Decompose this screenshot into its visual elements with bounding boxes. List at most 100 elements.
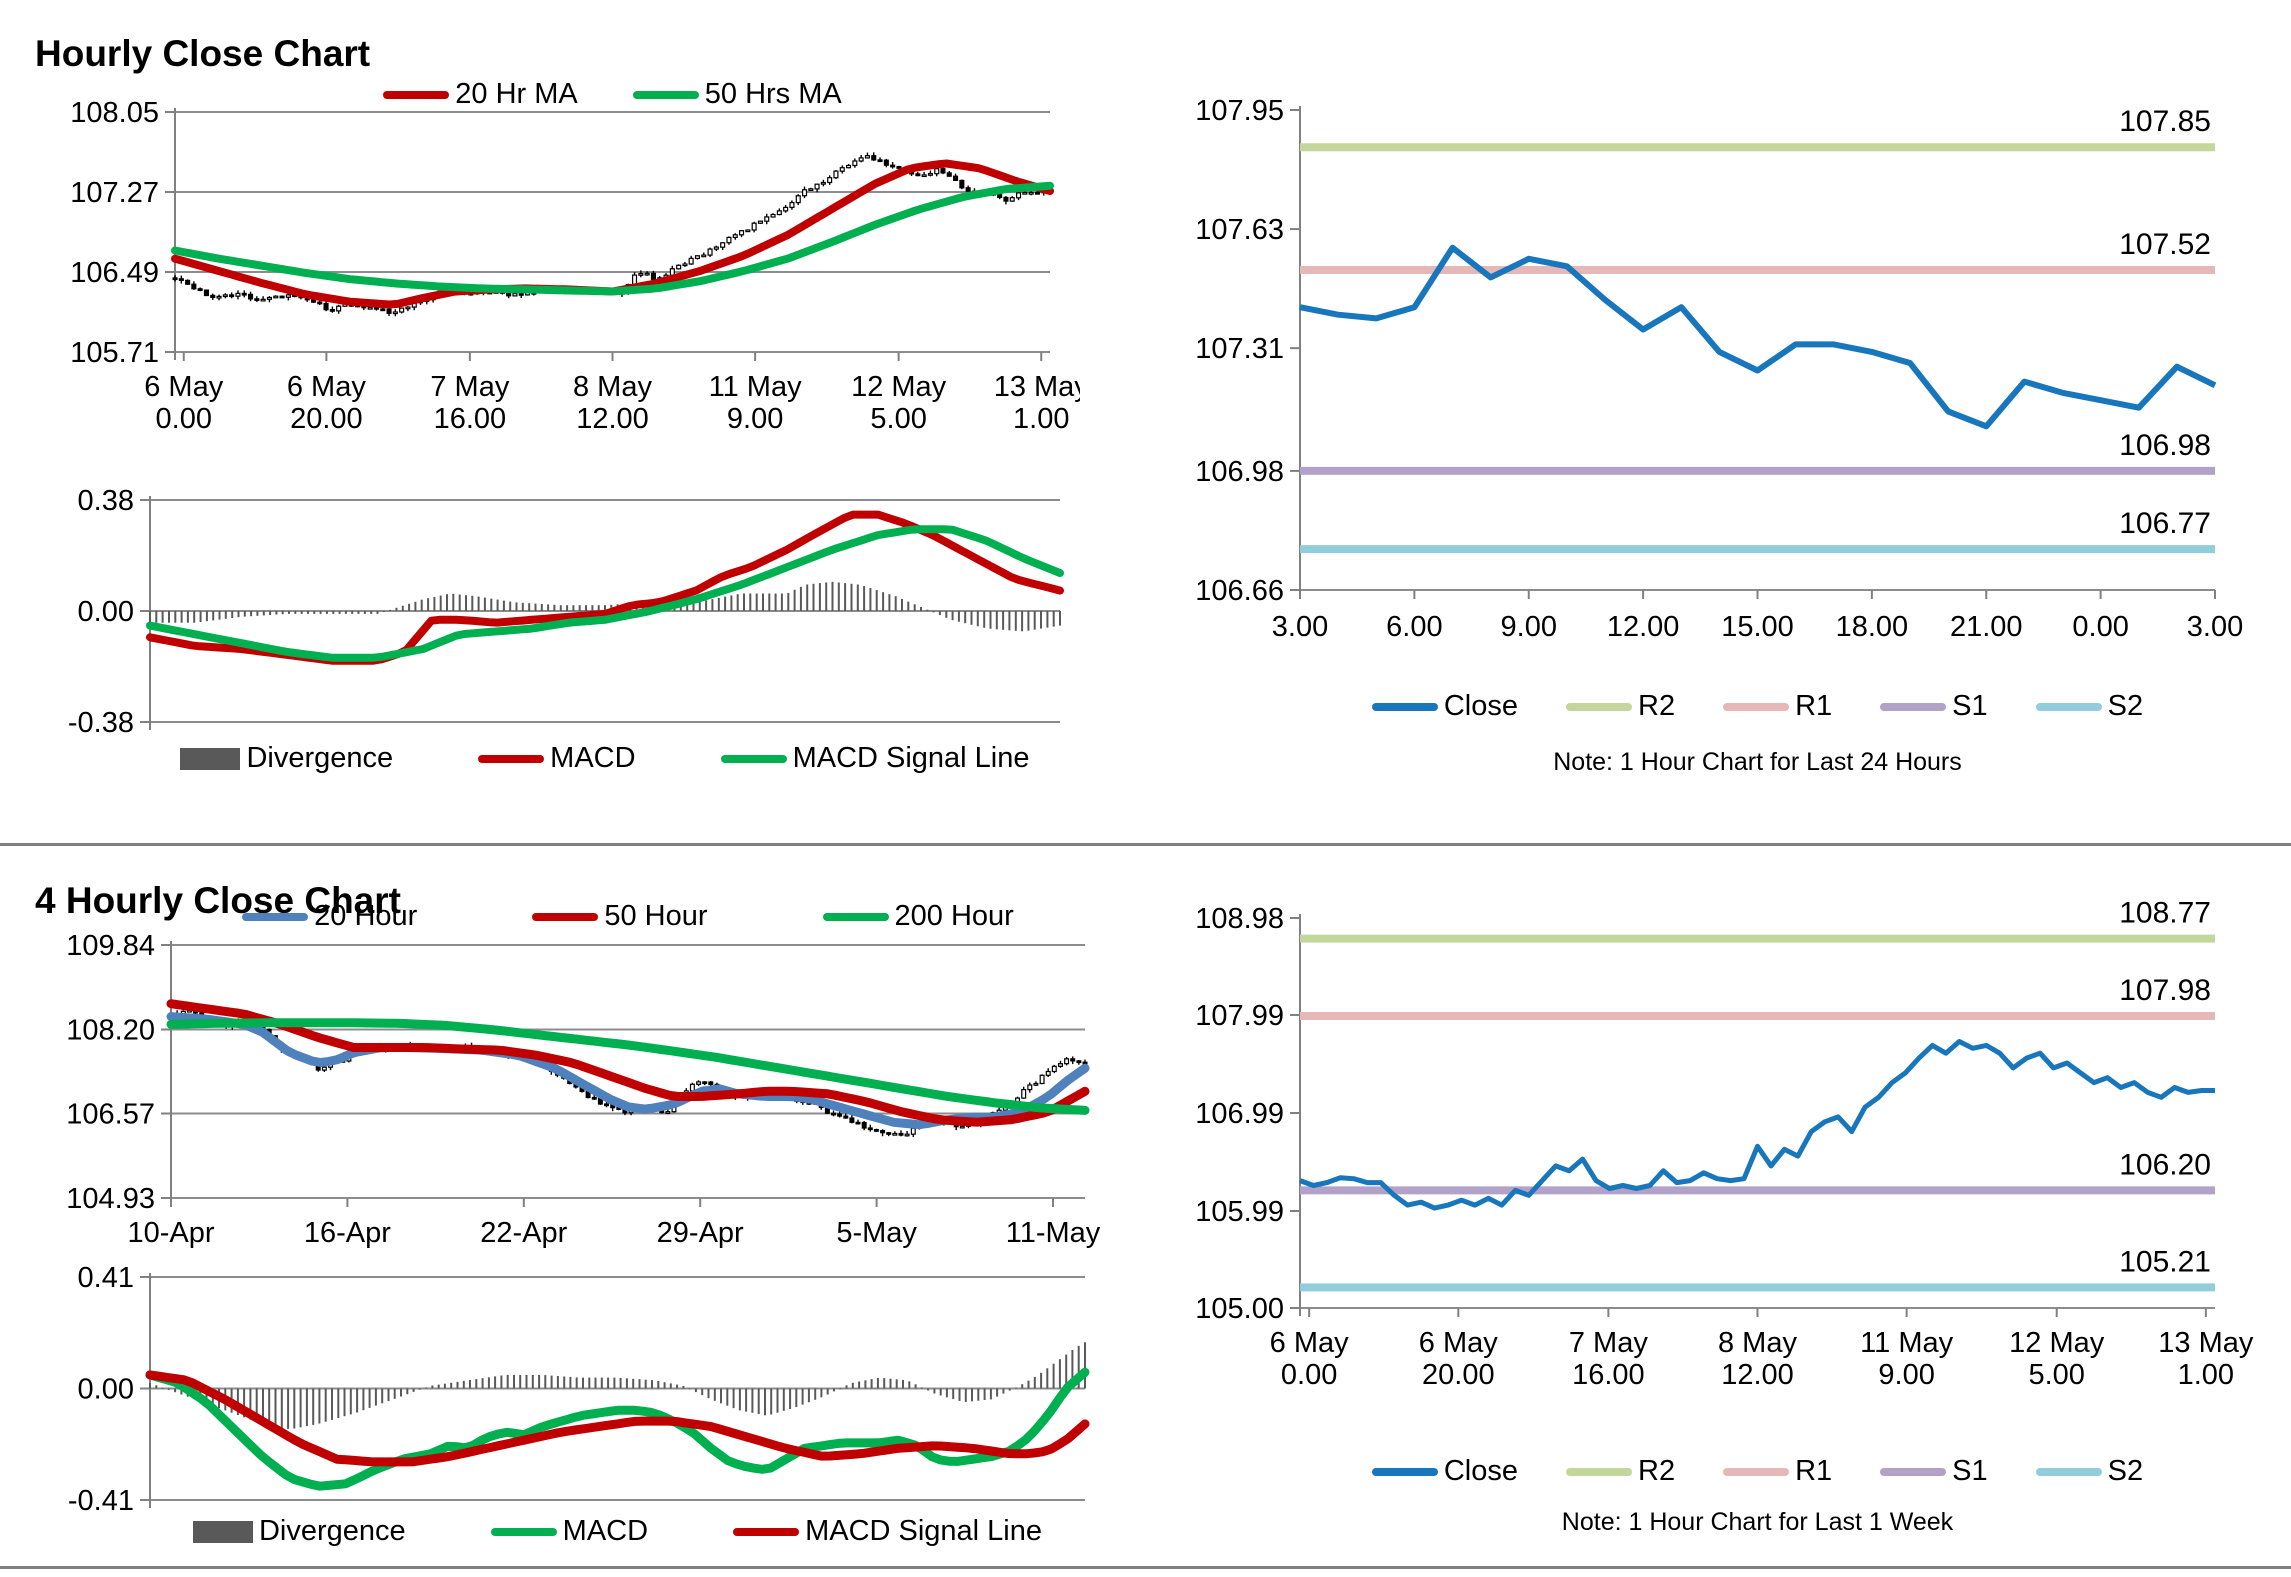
svg-text:11 May: 11 May [709, 371, 802, 403]
svg-text:-0.41: -0.41 [68, 1485, 134, 1512]
svg-text:106.49: 106.49 [70, 257, 159, 289]
legend-label: 20 Hour [314, 900, 418, 932]
legend-label: R2 [1638, 1455, 1676, 1487]
legend-line-swatch [242, 912, 309, 921]
legend-label: Close [1443, 1455, 1519, 1487]
svg-text:107.31: 107.31 [1195, 333, 1284, 365]
svg-text:9.00: 9.00 [1878, 1359, 1934, 1391]
svg-text:0.00: 0.00 [78, 1374, 134, 1406]
svg-text:6 May: 6 May [287, 371, 366, 403]
section-divider [0, 843, 2291, 846]
legend-item-50-hrs-ma: 50 Hrs MA [632, 78, 842, 111]
svg-text:107.98: 107.98 [2119, 974, 2211, 1007]
svg-text:11 May: 11 May [1860, 1327, 1953, 1359]
svg-text:16.00: 16.00 [434, 403, 507, 435]
fourh-macd-legend: Divergence MACD MACD Signal Line [150, 1515, 1085, 1548]
legend-label: S2 [2107, 690, 2144, 722]
svg-text:21.00: 21.00 [1950, 611, 2023, 643]
legend-line-swatch [490, 1527, 557, 1536]
legend-item-macd: MACD [478, 742, 636, 775]
fourh-price-legend: 20 Hour 50 Hour 200 Hour [171, 900, 1085, 933]
svg-text:15.00: 15.00 [1721, 611, 1794, 643]
svg-text:1.00: 1.00 [2178, 1359, 2234, 1391]
legend-label: MACD Signal Line [805, 1515, 1043, 1547]
svg-text:108.77: 108.77 [2119, 900, 2211, 930]
legend-item-r1: R1 [1723, 1455, 1832, 1488]
legend-line-swatch [1566, 1467, 1633, 1476]
svg-text:106.98: 106.98 [2119, 429, 2211, 462]
legend-item-macd-signal-line: MACD Signal Line [733, 1515, 1042, 1548]
svg-text:20.00: 20.00 [290, 403, 363, 435]
svg-text:12.00: 12.00 [576, 403, 649, 435]
legend-label: 200 Hour [894, 900, 1014, 932]
legend-line-swatch [733, 1527, 800, 1536]
svg-text:9.00: 9.00 [1501, 611, 1557, 643]
svg-text:13 May: 13 May [2158, 1327, 2254, 1359]
svg-text:13 May: 13 May [994, 371, 1080, 403]
svg-text:106.77: 106.77 [2119, 507, 2211, 540]
svg-text:6.00: 6.00 [1386, 611, 1442, 643]
legend-line-swatch [1723, 1467, 1790, 1476]
svg-text:106.98: 106.98 [1195, 456, 1284, 488]
svg-text:0.00: 0.00 [2072, 611, 2128, 643]
legend-item-50-hour: 50 Hour [532, 900, 708, 933]
legend-item-r2: R2 [1566, 690, 1675, 723]
svg-text:16-Apr: 16-Apr [304, 1217, 391, 1248]
svg-text:106.66: 106.66 [1195, 575, 1284, 607]
svg-text:105.99: 105.99 [1195, 1196, 1284, 1228]
legend-label: R2 [1638, 690, 1676, 722]
legend-line-swatch [1566, 702, 1633, 711]
legend-item-20-hour: 20 Hour [242, 900, 417, 933]
legend-item-macd: MACD [490, 1515, 648, 1548]
svg-text:18.00: 18.00 [1836, 611, 1909, 643]
svg-text:6 May: 6 May [1419, 1327, 1498, 1359]
svg-text:8 May: 8 May [573, 371, 652, 403]
svg-text:11-May: 11-May [1006, 1217, 1100, 1248]
hourly-macd-chart: 0.38 0.00 -0.38 [30, 485, 1080, 740]
svg-text:107.27: 107.27 [70, 177, 159, 209]
legend-label: 50 Hrs MA [704, 78, 842, 110]
svg-text:29-Apr: 29-Apr [657, 1217, 744, 1248]
svg-text:0.00: 0.00 [1281, 1359, 1337, 1391]
svg-text:3.00: 3.00 [1272, 611, 1328, 643]
legend-label: R1 [1795, 690, 1833, 722]
legend-label: S1 [1952, 690, 1988, 722]
svg-text:104.93: 104.93 [66, 1183, 155, 1215]
legend-item-divergence: Divergence [180, 742, 393, 775]
legend-item-macd-signal-line: MACD Signal Line [720, 742, 1030, 775]
legend-line-swatch [1371, 702, 1438, 711]
legend-item-200-hour: 200 Hour [822, 900, 1014, 933]
legend-label: Divergence [246, 742, 394, 774]
legend-line-swatch [1723, 702, 1790, 711]
svg-text:0.00: 0.00 [156, 403, 212, 435]
svg-text:22-Apr: 22-Apr [480, 1217, 567, 1248]
svg-text:106.20: 106.20 [2119, 1148, 2211, 1181]
svg-text:108.98: 108.98 [1195, 903, 1284, 935]
legend-label: 20 Hr MA [455, 78, 578, 110]
legend-item-20-hr-ma: 20 Hr MA [383, 78, 578, 111]
legend-item-close: Close [1371, 1455, 1519, 1488]
fourh-price-chart: 109.84 108.20 106.57 104.93 10-Apr 16-Apr 22-A… [30, 928, 1100, 1248]
legend-box-swatch [192, 1520, 253, 1543]
svg-text:16.00: 16.00 [1572, 1359, 1645, 1391]
legend-item-r2: R2 [1566, 1455, 1675, 1488]
svg-text:12.00: 12.00 [1721, 1359, 1794, 1391]
legend-line-swatch [822, 912, 889, 921]
svg-text:106.99: 106.99 [1195, 1098, 1284, 1130]
legend-item-s1: S1 [1880, 690, 1988, 723]
legend-line-swatch [632, 90, 699, 99]
legend-box-swatch [180, 747, 241, 770]
legend-line-swatch [2035, 1467, 2102, 1476]
svg-text:108.05: 108.05 [70, 97, 159, 129]
pivot-24h-legend: Close R2 R1 S1 S2 [1300, 690, 2215, 723]
svg-text:5-May: 5-May [836, 1217, 917, 1248]
svg-text:12 May: 12 May [851, 371, 947, 403]
legend-line-swatch [1371, 1467, 1438, 1476]
bottom-divider [0, 1566, 2291, 1569]
svg-text:8 May: 8 May [1718, 1327, 1797, 1359]
four-hourly-section-title: 4 Hourly Close Chart [35, 879, 401, 921]
svg-text:0.38: 0.38 [78, 485, 134, 517]
pivot-1w-chart: 108.98 107.99 106.99 105.99 105.00 6 May 0.00 6… [1190, 900, 2291, 1460]
legend-label: MACD [550, 742, 636, 774]
